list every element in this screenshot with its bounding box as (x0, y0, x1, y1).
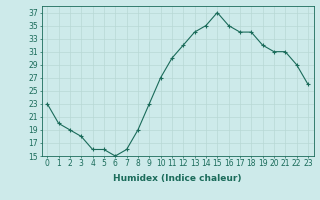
X-axis label: Humidex (Indice chaleur): Humidex (Indice chaleur) (113, 174, 242, 183)
